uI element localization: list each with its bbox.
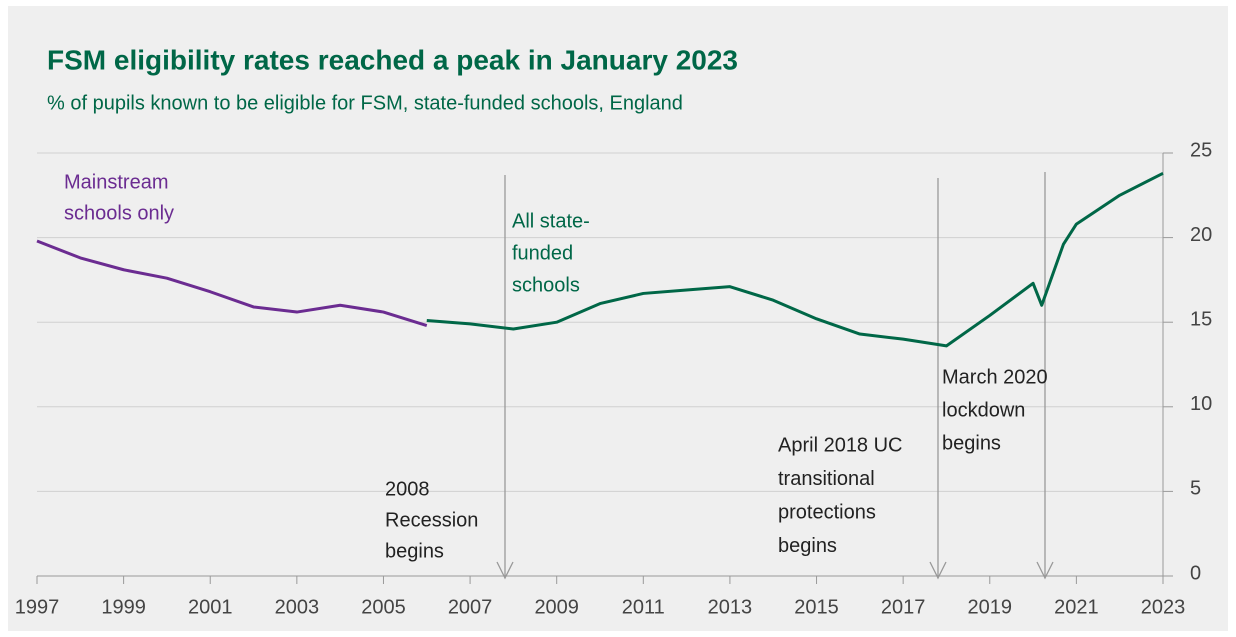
arrow: [496, 175, 514, 580]
annotation-text: 2008: [385, 478, 430, 500]
y-tick-label: 25: [1190, 139, 1212, 161]
annotation-text: begins: [385, 540, 444, 562]
x-tick-label: 2005: [361, 596, 406, 618]
y-tick-label: 10: [1190, 393, 1212, 415]
series-label: schools only: [64, 202, 174, 224]
x-tick-label: 2013: [708, 596, 753, 618]
x-tick-label: 2001: [188, 596, 233, 618]
annotation-text: begins: [942, 432, 1001, 454]
x-tick-label: 2021: [1054, 596, 1099, 618]
x-tick-label: 1999: [101, 596, 146, 618]
series-line: [426, 171, 1164, 348]
annotation-arrows: [496, 172, 1054, 580]
x-tick-label: 2017: [881, 596, 926, 618]
x-tick-label: 2015: [794, 596, 839, 618]
annotation-text: lockdown: [942, 399, 1025, 421]
chart-subtitle: % of pupils known to be eligible for FSM…: [47, 92, 683, 114]
x-tick-label: 1997: [15, 596, 60, 618]
annotation-text: March 2020: [942, 366, 1048, 388]
x-tick-label: 2009: [534, 596, 579, 618]
x-tick-label: 2011: [622, 596, 665, 618]
x-tick-label: 2003: [275, 596, 320, 618]
series-label: schools: [512, 274, 580, 296]
x-tick-label: 2007: [448, 596, 493, 618]
y-tick-label: 5: [1190, 478, 1201, 500]
annotation-text: protections: [778, 501, 876, 523]
x-tick-label: 2023: [1141, 596, 1186, 618]
series-label: All state-: [512, 210, 590, 232]
series-label: funded: [512, 242, 573, 264]
series-label: Mainstream: [64, 171, 168, 193]
series-line: [36, 239, 428, 328]
annotation-text: Recession: [385, 509, 478, 531]
x-tick-label: 2019: [968, 596, 1013, 618]
arrow: [1036, 172, 1054, 580]
annotation-text: begins: [778, 535, 837, 557]
arrow: [929, 178, 947, 580]
chart-title: FSM eligibility rates reached a peak in …: [47, 44, 738, 75]
chart-background: [8, 6, 1228, 631]
annotation-text: April 2018 UC: [778, 434, 903, 456]
y-tick-label: 15: [1190, 308, 1212, 330]
y-tick-label: 0: [1190, 562, 1201, 584]
annotation-text: transitional: [778, 468, 875, 490]
y-tick-label: 20: [1190, 224, 1212, 246]
